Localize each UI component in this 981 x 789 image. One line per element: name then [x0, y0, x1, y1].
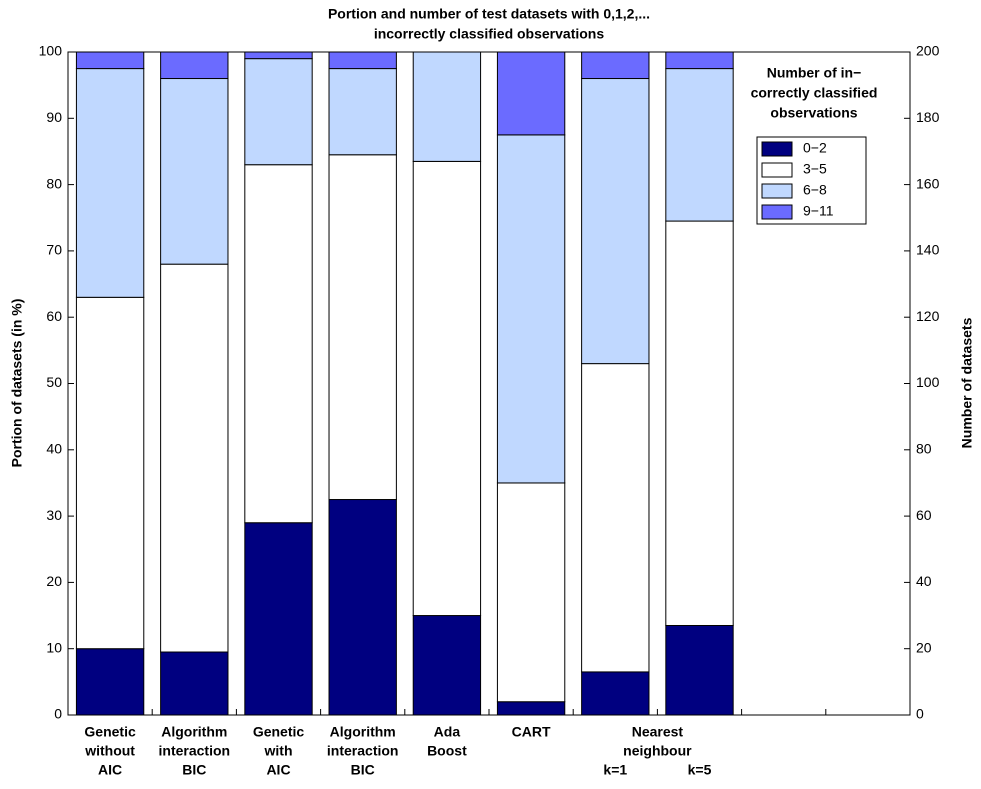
bar-segment: [496, 701, 566, 716]
bar-segment: [665, 68, 734, 222]
y-tick-label: 20: [46, 573, 62, 589]
bar-segment: [244, 58, 313, 166]
y2-tick-label: 60: [916, 507, 932, 523]
y2-tick-label: 80: [916, 441, 932, 457]
y2-tick-label: 20: [916, 639, 932, 655]
legend-swatch: [761, 162, 793, 178]
y-tick-label: 50: [46, 374, 62, 390]
bar-segment: [160, 78, 229, 265]
y-tick-label: 30: [46, 507, 62, 523]
x-tick-label: with: [264, 743, 293, 759]
y2-tick-label: 100: [916, 374, 940, 390]
legend-swatch: [761, 141, 793, 157]
x-group-label: neighbour: [623, 743, 692, 759]
legend-label: 9−11: [803, 203, 834, 219]
x-tick-label: BIC: [182, 762, 206, 778]
legend-title: Number of in−: [767, 65, 862, 81]
bar-segment: [328, 499, 397, 716]
x-tick-label: AIC: [266, 762, 290, 778]
legend-label: 3−5: [803, 161, 827, 177]
bar-segment: [160, 263, 229, 653]
x-tick-label: interaction: [159, 743, 231, 759]
x-tick-label: Genetic: [253, 724, 305, 740]
bar-segment: [496, 482, 566, 703]
bar-segment: [412, 615, 482, 716]
bar-segment: [665, 624, 734, 716]
x-tick-label: Algorithm: [161, 724, 227, 740]
bar-segment: [328, 68, 397, 156]
bar-segment: [496, 51, 566, 136]
bar-segment: [412, 160, 482, 617]
legend-swatch: [761, 183, 793, 199]
bar-segment: [244, 522, 313, 716]
x-tick-label: without: [84, 743, 135, 759]
chart-title: incorrectly classified observations: [374, 26, 605, 42]
bar-segment: [75, 296, 145, 650]
x-tick-label: AIC: [98, 762, 122, 778]
x-tick-label: Algorithm: [330, 724, 396, 740]
y-tick-label: 70: [46, 242, 62, 258]
legend-title: observations: [770, 105, 857, 121]
x-tick-label: interaction: [327, 743, 399, 759]
legend-swatch: [761, 204, 793, 220]
y2-tick-label: 40: [916, 573, 932, 589]
y-tick-label: 0: [54, 706, 62, 722]
bar-segment: [665, 51, 734, 70]
y-axis-label: Portion of datasets (in %): [9, 299, 25, 468]
bar-segment: [244, 51, 313, 60]
y2-tick-label: 160: [916, 175, 940, 191]
x-tick-label: k=1: [603, 762, 627, 778]
x-group-label: Nearest: [632, 724, 684, 740]
y2-tick-label: 180: [916, 109, 940, 125]
bar-segment: [665, 220, 734, 626]
y-tick-label: 10: [46, 639, 62, 655]
legend-label: 0−2: [803, 140, 827, 156]
x-tick-label: Boost: [427, 743, 467, 759]
bar-segment: [581, 78, 650, 365]
legend-label: 6−8: [803, 182, 827, 198]
legend-title: correctly classified: [751, 85, 878, 101]
y-tick-label: 100: [39, 43, 63, 59]
bar-segment: [244, 164, 313, 524]
bar-segment: [581, 363, 650, 673]
bar-segment: [581, 51, 650, 80]
y2-tick-label: 140: [916, 242, 940, 258]
bar-segment: [581, 671, 650, 716]
bar-segment: [75, 51, 145, 70]
bar-segment: [412, 51, 482, 162]
bar-segment: [160, 51, 229, 80]
y-tick-label: 90: [46, 109, 62, 125]
bar-segment: [160, 651, 229, 716]
bar-segment: [328, 51, 397, 70]
y-tick-label: 80: [46, 175, 62, 191]
bar-segment: [75, 648, 145, 716]
y-tick-label: 60: [46, 308, 62, 324]
y2-tick-label: 0: [916, 706, 924, 722]
x-tick-label: Ada: [434, 724, 461, 740]
bar-segment: [496, 134, 566, 484]
y2-tick-label: 200: [916, 43, 940, 59]
x-tick-label: CART: [512, 724, 551, 740]
y2-tick-label: 120: [916, 308, 940, 324]
x-tick-label: Genetic: [84, 724, 136, 740]
bar-segment: [75, 68, 145, 298]
chart-title: Portion and number of test datasets with…: [328, 6, 650, 22]
y2-axis-label: Number of datasets: [959, 317, 975, 448]
x-tick-label: k=5: [688, 762, 712, 778]
x-tick-label: BIC: [351, 762, 375, 778]
y-tick-label: 40: [46, 441, 62, 457]
bar-segment: [328, 154, 397, 501]
